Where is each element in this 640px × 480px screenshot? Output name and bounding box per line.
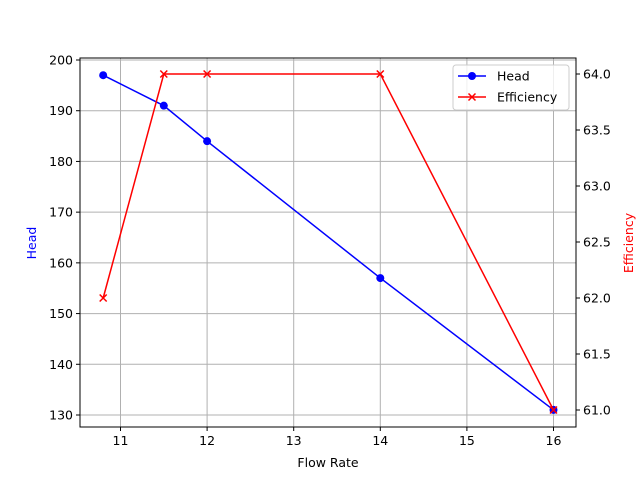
x-tick-label: 12 bbox=[199, 433, 215, 448]
left-y-tick-label: 160 bbox=[49, 255, 73, 270]
left-y-axis-ticks: 130 140 150 160 170 180 190 200 bbox=[49, 53, 80, 423]
efficiency-point-marker bbox=[159, 69, 168, 79]
legend: Head Efficiency bbox=[452, 64, 570, 111]
right-y-tick-label: 61.5 bbox=[583, 347, 611, 362]
left-y-axis-label: Head bbox=[24, 227, 39, 260]
x-tick-label: 14 bbox=[372, 433, 388, 448]
legend-item-head: Head bbox=[458, 69, 530, 84]
plot-frame bbox=[79, 57, 577, 428]
x-axis-ticks: 11 12 13 14 15 16 bbox=[113, 427, 562, 448]
head-point-marker bbox=[99, 71, 108, 80]
efficiency-point-marker bbox=[99, 293, 108, 303]
x-tick-label: 13 bbox=[286, 433, 302, 448]
left-y-tick-label: 130 bbox=[49, 408, 73, 423]
head-point-marker bbox=[203, 137, 212, 146]
legend-efficiency-marker-icon bbox=[467, 92, 477, 102]
legend-efficiency-label: Efficiency bbox=[497, 90, 558, 105]
efficiency-point-marker bbox=[376, 69, 385, 79]
efficiency-point-marker bbox=[203, 69, 212, 79]
x-tick-label: 16 bbox=[546, 433, 562, 448]
left-y-tick-label: 170 bbox=[49, 205, 73, 220]
legend-head-marker-icon bbox=[468, 72, 476, 80]
head-series bbox=[99, 71, 558, 414]
x-tick-label: 11 bbox=[113, 433, 129, 448]
left-y-tick-label: 180 bbox=[49, 154, 73, 169]
right-y-tick-label: 62.5 bbox=[583, 235, 611, 250]
right-y-tick-label: 63.0 bbox=[583, 179, 611, 194]
efficiency-line bbox=[102, 73, 555, 411]
left-y-tick-label: 190 bbox=[49, 103, 73, 118]
legend-item-efficiency: Efficiency bbox=[458, 90, 558, 105]
grid-lines bbox=[80, 58, 576, 427]
left-y-tick-label: 140 bbox=[49, 357, 73, 372]
left-y-tick-label: 200 bbox=[49, 53, 73, 68]
head-point-marker bbox=[159, 101, 168, 110]
head-point-marker bbox=[376, 274, 385, 283]
efficiency-series bbox=[99, 69, 558, 415]
right-y-axis-ticks: 61.0 61.5 62.0 62.5 63.0 63.5 64.0 bbox=[576, 67, 611, 418]
right-y-tick-label: 64.0 bbox=[583, 67, 611, 82]
left-y-tick-label: 150 bbox=[49, 306, 73, 321]
right-y-axis-label: Efficiency bbox=[621, 212, 636, 273]
right-y-tick-label: 61.0 bbox=[583, 403, 611, 418]
legend-head-label: Head bbox=[497, 69, 530, 84]
right-y-tick-label: 62.0 bbox=[583, 291, 611, 306]
x-tick-label: 15 bbox=[459, 433, 475, 448]
head-line bbox=[102, 74, 554, 411]
right-y-tick-label: 63.5 bbox=[583, 123, 611, 138]
efficiency-point-marker bbox=[549, 405, 558, 415]
x-axis-label: Flow Rate bbox=[297, 455, 358, 470]
